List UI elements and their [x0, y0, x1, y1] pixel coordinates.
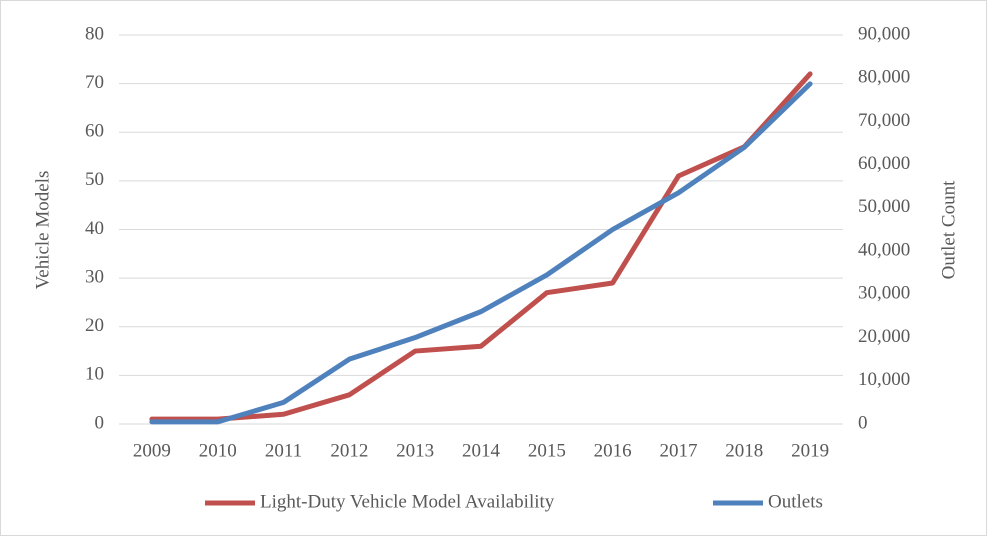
x-tick-label: 2018 [725, 440, 763, 461]
y2-tick-label: 70,000 [858, 110, 910, 131]
x-tick-label: 2012 [330, 440, 368, 461]
y2-tick-label: 50,000 [858, 196, 910, 217]
series-line [149, 71, 813, 422]
y-tick-label: 0 [95, 412, 105, 433]
y2-axis-title: Outlet Count [938, 180, 959, 279]
y-tick-label: 70 [85, 72, 104, 93]
y-tick-label: 80 [85, 23, 104, 44]
x-tick-label: 2017 [659, 440, 697, 461]
y-tick-label: 30 [85, 266, 104, 287]
x-tick-label: 2014 [462, 440, 501, 461]
x-tick-label: 2010 [199, 440, 237, 461]
y2-tick-label: 20,000 [858, 326, 910, 347]
y-tick-label: 60 [85, 121, 104, 142]
y2-tick-label: 90,000 [858, 23, 910, 44]
y2-tick-label: 60,000 [858, 153, 910, 174]
series-line [149, 81, 813, 425]
x-tick-label: 2019 [791, 440, 829, 461]
y-axis-title: Vehicle Models [32, 171, 53, 290]
y-tick-label: 40 [85, 218, 104, 239]
x-tick-label: 2013 [396, 440, 434, 461]
legend-label: Outlets [768, 491, 823, 512]
y2-tick-label: 80,000 [858, 67, 910, 88]
y-tick-label: 10 [85, 364, 104, 385]
y2-tick-label: 40,000 [858, 239, 910, 260]
legend-label: Light-Duty Vehicle Model Availability [260, 491, 555, 512]
y2-tick-label: 10,000 [858, 369, 910, 390]
y-tick-label: 50 [85, 169, 104, 190]
x-tick-label: 2016 [594, 440, 632, 461]
y2-tick-label: 0 [858, 412, 868, 433]
y-tick-label: 20 [85, 315, 104, 336]
x-tick-label: 2011 [265, 440, 302, 461]
x-tick-label: 2009 [133, 440, 171, 461]
y2-tick-label: 30,000 [858, 283, 910, 304]
x-tick-label: 2015 [528, 440, 566, 461]
